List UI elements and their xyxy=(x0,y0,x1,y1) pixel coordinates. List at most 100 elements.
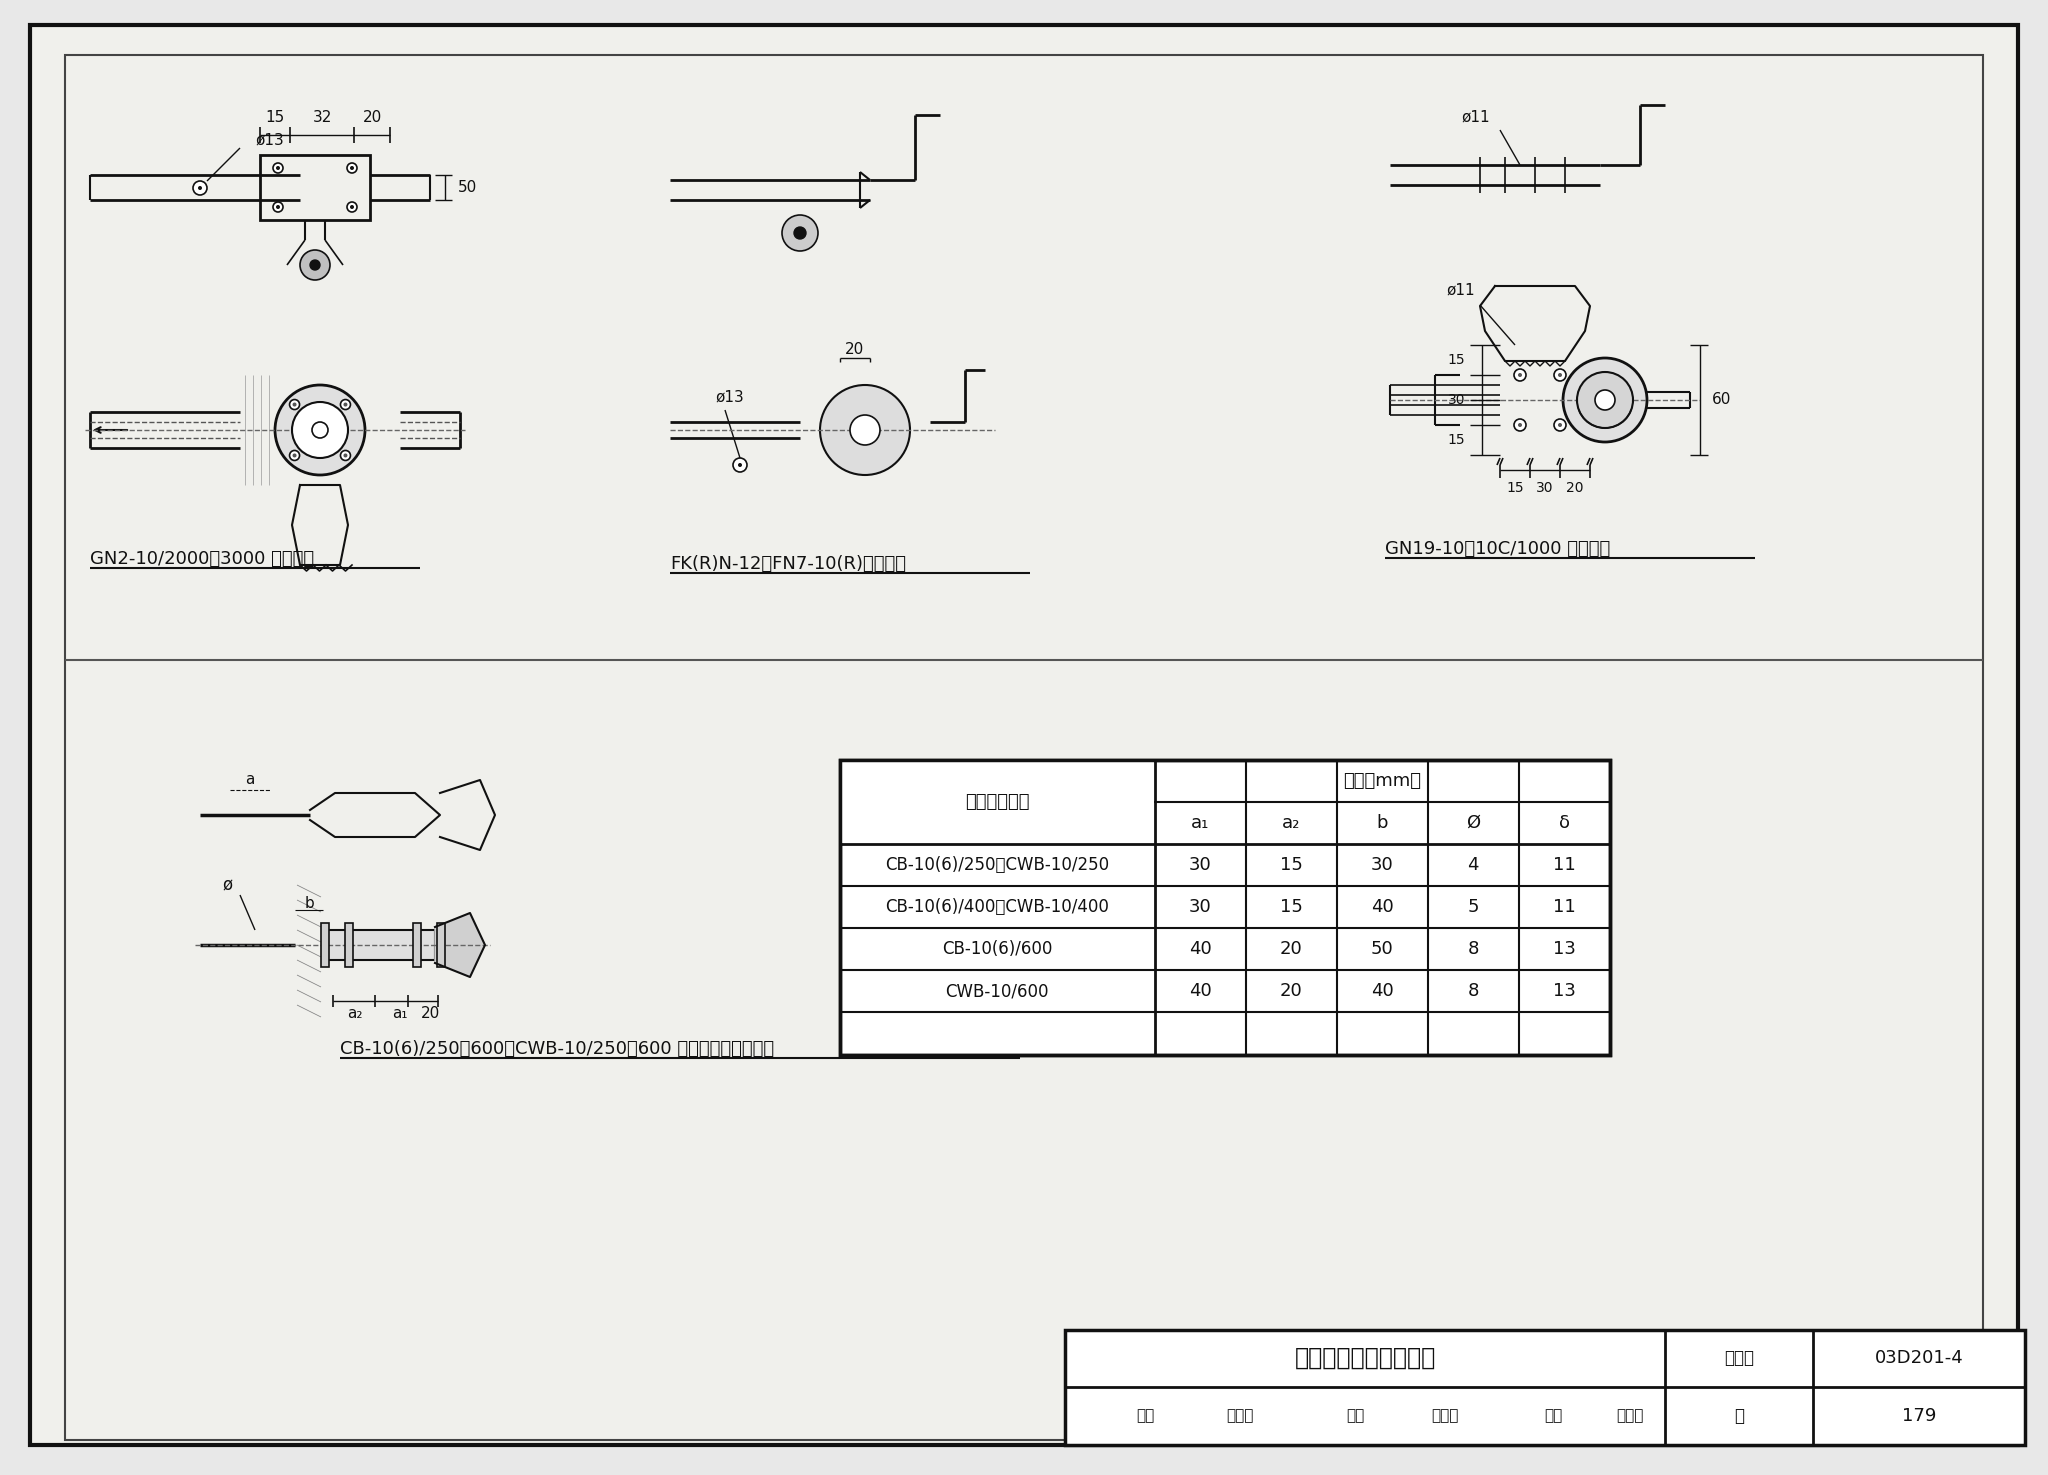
Circle shape xyxy=(1577,372,1632,428)
Text: 20: 20 xyxy=(420,1006,440,1021)
Circle shape xyxy=(193,181,207,195)
Text: ø13: ø13 xyxy=(715,389,743,404)
Bar xyxy=(436,923,444,968)
Circle shape xyxy=(350,167,354,170)
Text: 03D201-4: 03D201-4 xyxy=(1874,1350,1964,1367)
Circle shape xyxy=(293,403,348,459)
Circle shape xyxy=(199,186,203,190)
Bar xyxy=(778,285,821,302)
Text: ø: ø xyxy=(223,876,233,894)
Text: 5: 5 xyxy=(1466,898,1479,916)
Circle shape xyxy=(276,167,281,170)
Polygon shape xyxy=(434,913,485,976)
Circle shape xyxy=(1518,373,1522,378)
Bar xyxy=(840,760,1610,1055)
Text: 20: 20 xyxy=(846,342,864,357)
Text: 30: 30 xyxy=(1370,855,1393,875)
Circle shape xyxy=(819,385,909,475)
Text: CB-10(6)/250～600、CWB-10/250～600 户内外导线穿墙套管: CB-10(6)/250～600、CWB-10/250～600 户内外导线穿墙套… xyxy=(340,1040,774,1058)
Text: 母线与设备连接（一）: 母线与设备连接（一） xyxy=(1294,1347,1436,1370)
Text: 179: 179 xyxy=(1903,1407,1935,1425)
Polygon shape xyxy=(309,794,440,836)
Text: 11: 11 xyxy=(1552,855,1575,875)
Text: 40: 40 xyxy=(1188,982,1210,1000)
Circle shape xyxy=(795,227,807,239)
Circle shape xyxy=(1554,369,1567,381)
Text: 李福贺: 李福贺 xyxy=(1227,1409,1253,1423)
Circle shape xyxy=(346,202,356,212)
Text: 20: 20 xyxy=(1280,940,1303,957)
Text: 13: 13 xyxy=(1552,982,1575,1000)
Circle shape xyxy=(311,422,328,438)
Bar xyxy=(260,155,371,220)
Text: 4: 4 xyxy=(1466,855,1479,875)
Text: 孙可可: 孙可可 xyxy=(1432,1409,1458,1423)
Bar xyxy=(324,931,434,960)
Text: b: b xyxy=(1376,814,1389,832)
Text: a: a xyxy=(246,773,254,788)
Circle shape xyxy=(344,403,348,407)
Circle shape xyxy=(737,463,741,468)
Text: b: b xyxy=(305,895,315,910)
Text: a₁: a₁ xyxy=(393,1006,408,1021)
Text: a₁: a₁ xyxy=(1190,814,1208,832)
Text: 尺寸（mm）: 尺寸（mm） xyxy=(1343,771,1421,791)
Text: 30: 30 xyxy=(1188,898,1210,916)
Text: GN2-10/2000～3000 隔离开关: GN2-10/2000～3000 隔离开关 xyxy=(90,550,313,568)
Text: 8: 8 xyxy=(1466,982,1479,1000)
Circle shape xyxy=(1559,373,1563,378)
Bar xyxy=(414,923,422,968)
Polygon shape xyxy=(440,780,496,850)
Circle shape xyxy=(770,204,829,263)
Text: CWB-10/600: CWB-10/600 xyxy=(946,982,1049,1000)
Bar xyxy=(778,329,821,347)
Text: 40: 40 xyxy=(1370,982,1393,1000)
Text: Ø: Ø xyxy=(1466,814,1481,832)
Circle shape xyxy=(1513,419,1526,431)
Circle shape xyxy=(274,385,365,475)
Circle shape xyxy=(344,453,348,457)
Text: 15: 15 xyxy=(1448,434,1464,447)
Circle shape xyxy=(309,260,319,270)
Text: a₂: a₂ xyxy=(348,1006,362,1021)
Polygon shape xyxy=(293,485,348,565)
Text: δ: δ xyxy=(1559,814,1569,832)
Text: 40: 40 xyxy=(1188,940,1210,957)
Text: 30: 30 xyxy=(1448,392,1464,407)
Text: 设计: 设计 xyxy=(1544,1409,1563,1423)
Text: GN19-10、10C/1000 隔离开关: GN19-10、10C/1000 隔离开关 xyxy=(1384,540,1610,558)
Text: 20: 20 xyxy=(362,109,381,124)
Circle shape xyxy=(850,414,881,445)
Text: 15: 15 xyxy=(1505,481,1524,496)
Text: ø11: ø11 xyxy=(1462,109,1491,124)
Text: 30: 30 xyxy=(1188,855,1210,875)
Circle shape xyxy=(350,205,354,209)
Bar xyxy=(840,760,1610,1055)
Text: 图集号: 图集号 xyxy=(1724,1350,1753,1367)
Circle shape xyxy=(272,164,283,173)
Bar xyxy=(440,802,469,827)
Polygon shape xyxy=(1481,286,1589,361)
Bar xyxy=(770,307,829,324)
Bar xyxy=(1499,345,1599,454)
Text: 8: 8 xyxy=(1466,940,1479,957)
Bar xyxy=(1065,1330,2025,1446)
Bar xyxy=(1495,254,1575,279)
Bar xyxy=(344,923,352,968)
Circle shape xyxy=(1518,423,1522,426)
Circle shape xyxy=(782,215,817,251)
Bar xyxy=(240,375,399,485)
Circle shape xyxy=(272,202,283,212)
Circle shape xyxy=(733,459,748,472)
Text: 陈冬梅: 陈冬梅 xyxy=(1616,1409,1645,1423)
Bar xyxy=(295,881,324,1010)
Text: a₂: a₂ xyxy=(1282,814,1300,832)
Circle shape xyxy=(293,403,297,407)
Bar xyxy=(1495,190,1575,215)
Circle shape xyxy=(1513,369,1526,381)
Text: 15: 15 xyxy=(1280,855,1303,875)
Text: 穿墙套管型号: 穿墙套管型号 xyxy=(965,794,1030,811)
Circle shape xyxy=(801,364,930,496)
Bar xyxy=(766,351,836,372)
Circle shape xyxy=(346,164,356,173)
